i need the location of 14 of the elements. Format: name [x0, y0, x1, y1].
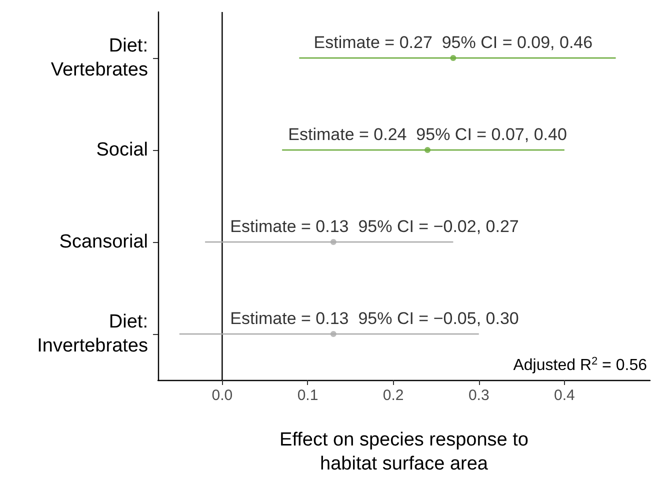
- x-tick-label: 0.3: [468, 387, 490, 404]
- data-label: Estimate = 0.13 95% CI = −0.02, 0.27: [230, 217, 519, 236]
- y-tick-label: Scansorial: [59, 232, 148, 252]
- data-label: Estimate = 0.24 95% CI = 0.07, 0.40: [288, 125, 567, 144]
- x-tick-label: 0.0: [212, 387, 233, 404]
- y-tick-label: Social: [96, 140, 148, 160]
- data-label: Estimate = 0.13 95% CI = −0.05, 0.30: [230, 309, 519, 328]
- x-tick-label: 0.4: [554, 387, 575, 404]
- x-axis-title: Effect on species response to habitat surface area: [280, 430, 528, 474]
- data-label: Estimate = 0.27 95% CI = 0.09, 0.46: [314, 33, 593, 52]
- x-tick-label: 0.2: [382, 387, 404, 404]
- x-tick-label: 0.1: [297, 387, 318, 404]
- y-tick-label: Diet: Invertebrates: [37, 312, 148, 356]
- y-tick-label: Diet: Vertebrates: [50, 36, 148, 80]
